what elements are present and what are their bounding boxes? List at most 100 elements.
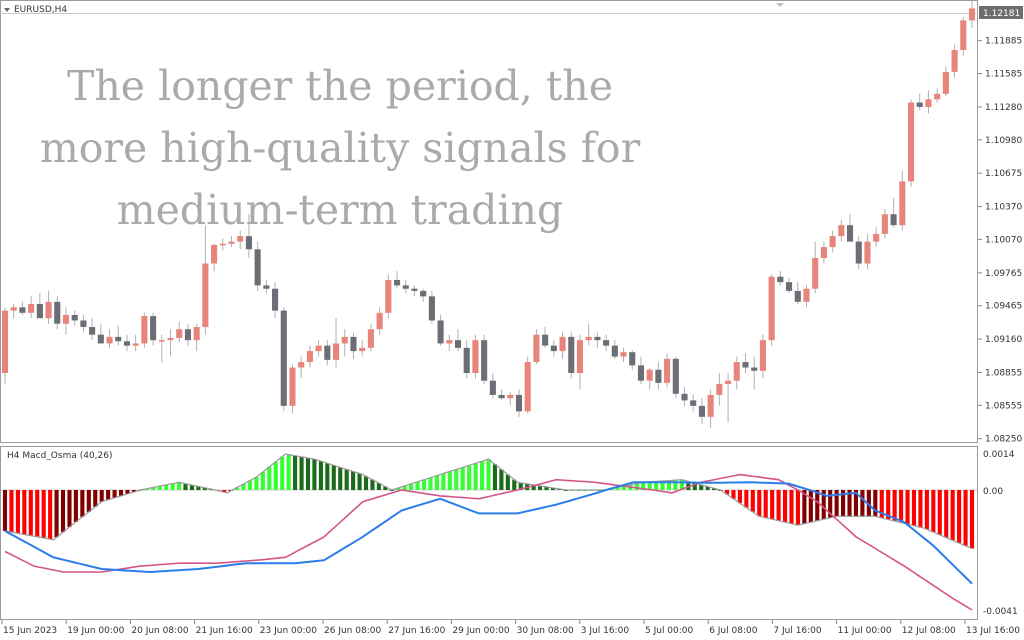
osma-bar [821, 490, 826, 520]
osma-bar [782, 490, 788, 523]
osma-bar [428, 477, 433, 490]
osma-bar [157, 486, 162, 490]
osma-bar [441, 473, 446, 490]
candle-bear [54, 301, 61, 324]
candle-bear [272, 288, 279, 311]
osma-bar [634, 483, 639, 490]
signal-line [4, 473, 973, 611]
candle-bear [489, 380, 496, 395]
osma-bar [241, 484, 246, 490]
candle-bull [1, 310, 9, 374]
candle-bear [672, 358, 679, 394]
candle-bull [725, 380, 732, 384]
candle-bull [298, 362, 305, 368]
shift-marker-icon[interactable] [776, 3, 784, 7]
candle-bull [934, 93, 941, 100]
osma-bar [73, 490, 78, 522]
candle-bull [768, 276, 775, 341]
candle-bull [759, 340, 766, 371]
candle-bull [202, 263, 209, 328]
price-pane[interactable] [0, 0, 978, 443]
osma-bar [911, 490, 917, 526]
osma-bar [937, 490, 942, 535]
dropdown-arrow-icon[interactable] [4, 8, 10, 12]
osma-bar [473, 463, 478, 490]
osma-bar [202, 487, 207, 490]
osma-bar [641, 482, 646, 490]
price-tick-label: 1.10370 [985, 203, 1022, 213]
osma-bar [338, 467, 343, 490]
candle-bull [472, 340, 479, 374]
osma-bar [351, 471, 356, 490]
price-tick-label: 1.10980 [985, 136, 1022, 146]
osma-bar [286, 454, 291, 490]
candle-bull [812, 258, 819, 289]
current-price-box [979, 6, 1023, 19]
osma-bar [54, 490, 59, 538]
current-price-label: 1.12181 [983, 9, 1020, 19]
overlay-line-1: The longer the period, the [67, 62, 613, 110]
price-tick-label: 1.11585 [985, 70, 1022, 80]
candle-bear [80, 320, 87, 328]
osma-bar [918, 490, 923, 528]
osma-bar [950, 490, 955, 541]
osma-bar [151, 487, 156, 490]
candle-bear [681, 393, 688, 401]
candle-bull [211, 244, 218, 264]
osma-bar [267, 466, 272, 490]
time-tick-label: 12 Jul 08:00 [902, 626, 956, 636]
osma-bar [454, 469, 459, 490]
osma-bar [325, 463, 330, 490]
osma-bar [615, 487, 620, 490]
time-tick-label: 21 Jun 16:00 [196, 626, 253, 636]
osma-bar [260, 472, 265, 490]
candle-bull [341, 336, 348, 344]
osma-bar [118, 490, 124, 496]
osma-bar [67, 490, 72, 528]
osma-bar [93, 490, 98, 507]
time-tick-label: 30 Jun 08:00 [517, 626, 574, 636]
osma-bar [9, 490, 14, 533]
osma-bar [402, 485, 407, 490]
time-tick-label: 20 Jun 08:00 [131, 626, 188, 636]
candle-bull [533, 334, 540, 363]
candle-bear [594, 336, 601, 341]
osma-bar [273, 461, 278, 490]
osma-bar [776, 490, 781, 521]
osma-bar [808, 490, 813, 523]
candle-bull [106, 336, 113, 344]
candle-bear [280, 310, 287, 406]
candle-bull [132, 343, 139, 346]
osma-bar [196, 486, 201, 490]
candle-bear [777, 276, 784, 283]
osma-bar [763, 490, 768, 518]
candle-bull [219, 243, 226, 246]
osma-bar [486, 459, 491, 490]
osma-bar [828, 490, 833, 518]
candle-bull [899, 181, 906, 226]
candle-bull [707, 394, 714, 417]
osma-bar [176, 482, 182, 490]
osma-bar [86, 490, 91, 512]
osma-bar [815, 490, 820, 521]
price-tick-label: 1.08250 [985, 435, 1022, 445]
candle-bear [411, 288, 418, 291]
time-tick-label: 27 Jun 16:00 [388, 626, 445, 636]
indicator-label: H4 Macd_Osma (40,26) [7, 451, 113, 461]
osma-bar [164, 484, 169, 490]
candle-bear [36, 304, 43, 319]
osma-bar [235, 487, 240, 490]
osma-bar [447, 471, 452, 490]
price-axis: 1.11885 1.11585 1.11280 1.10980 1.10675 1.103… [978, 37, 1022, 445]
candle-bull [167, 337, 174, 341]
osma-bar [80, 490, 85, 517]
candle-bear [263, 285, 270, 289]
osma-bar [931, 490, 936, 533]
osma-bar [318, 461, 323, 490]
osma-bar [795, 490, 801, 526]
candle-bear [350, 336, 357, 352]
candle-bear [184, 329, 191, 341]
osma-bar [222, 490, 227, 493]
osma-outline [4, 453, 973, 550]
